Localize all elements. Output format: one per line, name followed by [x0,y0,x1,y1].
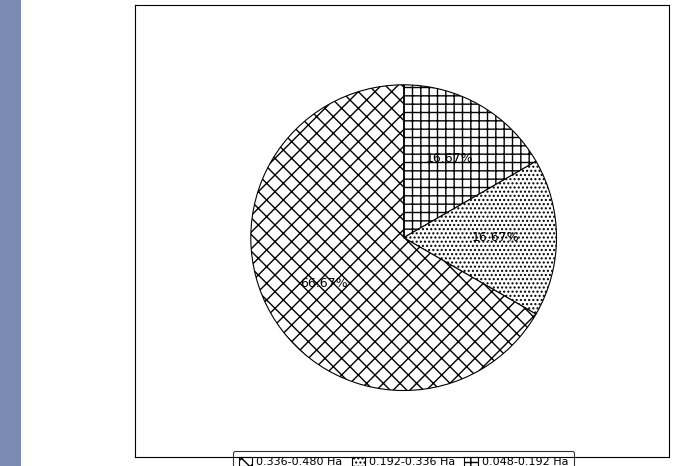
Text: 16.67%: 16.67% [471,231,519,244]
Wedge shape [250,85,536,391]
Legend: 0.336-0.480 Ha, 0.192-0.336 Ha, 0.048-0.192 Ha: 0.336-0.480 Ha, 0.192-0.336 Ha, 0.048-0.… [233,451,574,466]
Wedge shape [404,85,536,238]
Wedge shape [404,161,557,314]
Text: 16.67%: 16.67% [426,152,473,165]
Text: 66.67%: 66.67% [300,277,348,290]
